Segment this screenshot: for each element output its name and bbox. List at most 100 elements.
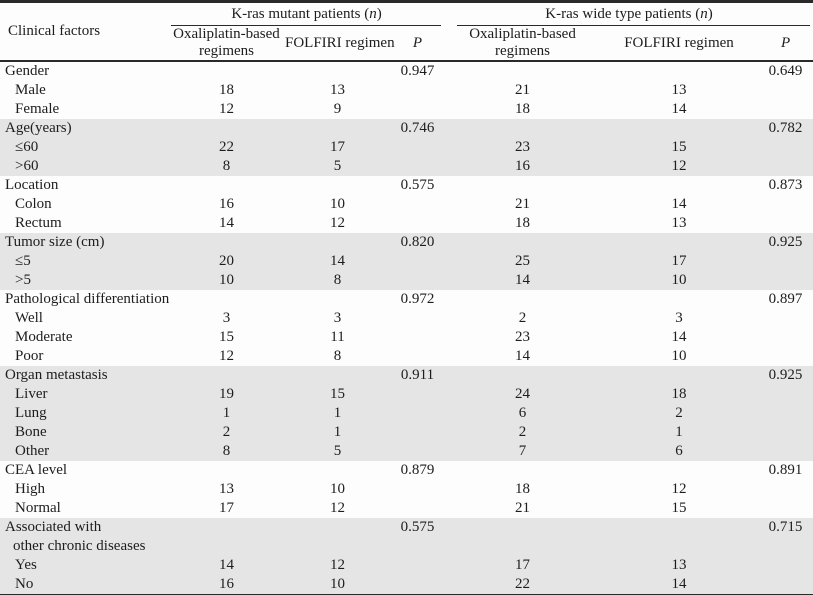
empty-cell [758, 499, 813, 518]
value-wide-oxaliplatin: 6 [445, 404, 601, 423]
empty-cell [285, 119, 390, 138]
value-mutant-oxaliplatin: 14 [168, 556, 285, 575]
row-label: No [0, 575, 168, 595]
value-mutant-folfiri: 12 [330, 500, 345, 516]
empty-cell [758, 575, 813, 595]
p-value-mutant: 0.820 [390, 233, 446, 252]
empty-cell [758, 271, 813, 290]
section-header-row: Pathological differentiation 0.972 0.897 [0, 290, 813, 309]
row-label: ≤60 [0, 138, 168, 157]
p-value-mutant: 0.911 [390, 366, 446, 385]
row-label: Other [0, 442, 168, 461]
row-label: Well [15, 310, 43, 326]
value-wide-folfiri: 14 [671, 101, 687, 117]
value-wide-oxaliplatin: 18 [515, 215, 531, 231]
empty-cell [285, 537, 390, 556]
value-mutant-oxaliplatin: 17 [219, 500, 234, 516]
empty-cell [390, 271, 446, 290]
p-value-mutant: 0.879 [400, 462, 435, 478]
data-row: High 13 10 18 12 [0, 480, 813, 499]
data-row: Colon 16 10 21 14 [0, 195, 813, 214]
row-label: High [15, 481, 45, 497]
value-mutant-folfiri: 10 [330, 481, 345, 497]
group-header-kras-mutant: K-ras mutant patients (n) [168, 2, 445, 27]
empty-cell [390, 138, 446, 157]
value-wide-folfiri: 12 [600, 157, 759, 176]
p-value-wide: 0.782 [758, 119, 813, 138]
value-wide-oxaliplatin: 14 [515, 348, 531, 364]
empty-cell [390, 499, 445, 518]
empty-cell [445, 518, 601, 537]
empty-cell [445, 119, 601, 138]
empty-cell [758, 423, 813, 442]
value-wide-folfiri: 12 [671, 481, 687, 497]
empty-cell [600, 233, 759, 252]
value-wide-oxaliplatin: 14 [445, 271, 601, 290]
row-label: Lung [0, 404, 168, 423]
value-mutant-folfiri: 1 [285, 404, 390, 423]
section-header-row: Gender 0.947 0.649 [0, 61, 813, 81]
data-row: Lung 1 1 6 2 [0, 404, 813, 423]
empty-cell [600, 518, 759, 537]
row-label: Rectum [15, 215, 62, 231]
empty-cell [600, 290, 758, 309]
value-wide-folfiri: 15 [671, 500, 687, 516]
value-wide-oxaliplatin: 21 [515, 196, 531, 212]
p-value-mutant: 0.972 [400, 291, 435, 307]
p-value-wide: 0.873 [768, 177, 803, 193]
subheader-p-wide: P [758, 26, 813, 62]
empty-cell [168, 61, 285, 81]
p-value-wide: 0.897 [768, 291, 803, 307]
section-header-row: Age(years) 0.746 0.782 [0, 119, 813, 138]
row-label: Bone [0, 423, 168, 442]
value-mutant-folfiri: 11 [330, 329, 345, 345]
p-value-wide: 0.925 [758, 366, 813, 385]
value-wide-folfiri: 3 [675, 310, 683, 326]
row-label: >60 [0, 157, 168, 176]
data-row: Rectum 14 12 18 13 [0, 214, 813, 233]
empty-cell [390, 100, 445, 119]
empty-cell [390, 195, 445, 214]
data-row: Moderate 15 11 23 14 [0, 328, 813, 347]
p-value-wide: 0.925 [758, 233, 813, 252]
group-title-mutant: K-ras mutant patients (n) [231, 6, 382, 22]
empty-cell [758, 556, 813, 575]
subheader-p-mutant: P [390, 26, 446, 62]
data-row: No 16 10 22 14 [0, 575, 813, 595]
value-wide-oxaliplatin: 25 [445, 252, 601, 271]
value-wide-oxaliplatin: 18 [515, 101, 531, 117]
value-mutant-folfiri: 3 [333, 310, 342, 326]
value-mutant-folfiri: 5 [285, 157, 390, 176]
section-label: Tumor size (cm) [0, 233, 168, 252]
p-value-mutant: 0.947 [400, 63, 435, 79]
empty-cell [758, 100, 813, 119]
subheader-row: Oxaliplatin-based regimens FOLFIRI regim… [0, 26, 813, 62]
value-wide-folfiri: 10 [600, 271, 759, 290]
p-value-mutant: 0.575 [390, 518, 446, 537]
data-row: Well 3 3 2 3 [0, 309, 813, 328]
empty-cell [390, 252, 446, 271]
value-mutant-folfiri: 12 [330, 215, 345, 231]
empty-cell [168, 119, 285, 138]
empty-cell [390, 81, 445, 100]
p-value-wide: 0.891 [768, 462, 803, 478]
value-mutant-folfiri: 1 [285, 423, 390, 442]
value-mutant-oxaliplatin: 8 [168, 442, 285, 461]
value-wide-oxaliplatin: 23 [445, 138, 601, 157]
empty-cell [758, 157, 813, 176]
empty-cell [758, 195, 813, 214]
empty-cell [600, 119, 759, 138]
value-wide-folfiri: 10 [671, 348, 687, 364]
empty-cell [168, 233, 285, 252]
data-row: Male 18 13 21 13 [0, 81, 813, 100]
data-row: Other 8 5 7 6 [0, 442, 813, 461]
data-row: Liver 19 15 24 18 [0, 385, 813, 404]
table-body: Gender 0.947 0.649 Male 18 13 21 13 Female 12 9 18 1… [0, 61, 813, 595]
p-value-mutant: 0.746 [390, 119, 446, 138]
value-wide-oxaliplatin: 18 [515, 481, 531, 497]
section-header-row: Tumor size (cm) 0.820 0.925 [0, 233, 813, 252]
value-mutant-folfiri: 9 [333, 101, 342, 117]
data-row: Female 12 9 18 14 [0, 100, 813, 119]
section-label: Associated with [0, 518, 168, 537]
value-mutant-folfiri: 10 [330, 196, 345, 212]
